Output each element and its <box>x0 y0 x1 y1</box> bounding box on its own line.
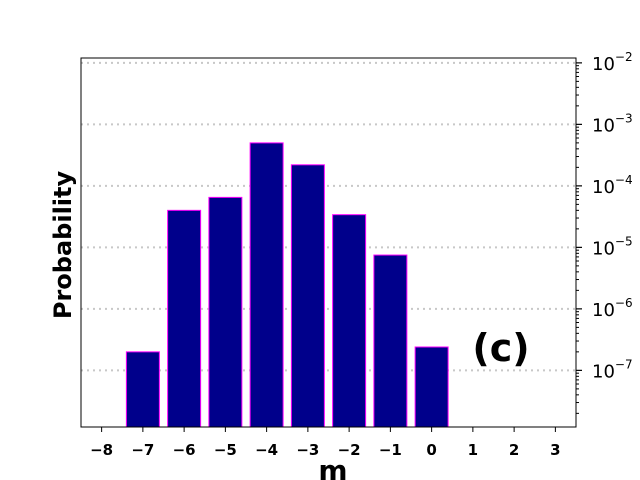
bar <box>249 142 284 428</box>
y-tick-label: 10−5 <box>592 234 633 259</box>
y-tick-label: 10−7 <box>592 357 633 382</box>
x-axis-title: m <box>318 454 347 480</box>
x-tick-label: −4 <box>255 441 278 459</box>
x-tick-label: 0 <box>426 441 436 459</box>
x-tick-label: −7 <box>131 441 154 459</box>
bars <box>125 142 449 428</box>
bar <box>167 209 202 428</box>
bar <box>332 214 367 428</box>
bar <box>208 196 243 428</box>
x-tick-label: −6 <box>173 441 196 459</box>
x-tick-label: −5 <box>214 441 237 459</box>
x-tick-label: 2 <box>509 441 519 459</box>
x-tick-label: −1 <box>379 441 402 459</box>
x-tick-label: 1 <box>468 441 478 459</box>
plot-frame <box>80 57 577 428</box>
bar <box>125 351 160 428</box>
x-tick-label: 3 <box>550 441 560 459</box>
y-tick-label: 10−4 <box>592 173 633 198</box>
bar <box>373 254 408 428</box>
bar <box>290 164 325 428</box>
panel-label: (c) <box>472 326 529 370</box>
bar <box>414 346 449 428</box>
x-tick-label: −8 <box>90 441 113 459</box>
x-axis-ticks: −8 −7 −6 −5 −4 −3 −2 −1 0 1 2 3 <box>90 427 561 459</box>
y-axis-title: Probability <box>49 171 77 320</box>
x-tick-label: −2 <box>338 441 361 459</box>
y-tick-label: 10−3 <box>592 111 633 136</box>
y-tick-label: 10−2 <box>592 50 633 75</box>
grid-lines <box>81 61 576 372</box>
y-axis-ticks: 10−2 10−3 10−4 10−5 10−6 10−7 <box>576 50 633 414</box>
x-tick-label: −3 <box>296 441 319 459</box>
y-tick-label: 10−6 <box>592 296 633 321</box>
